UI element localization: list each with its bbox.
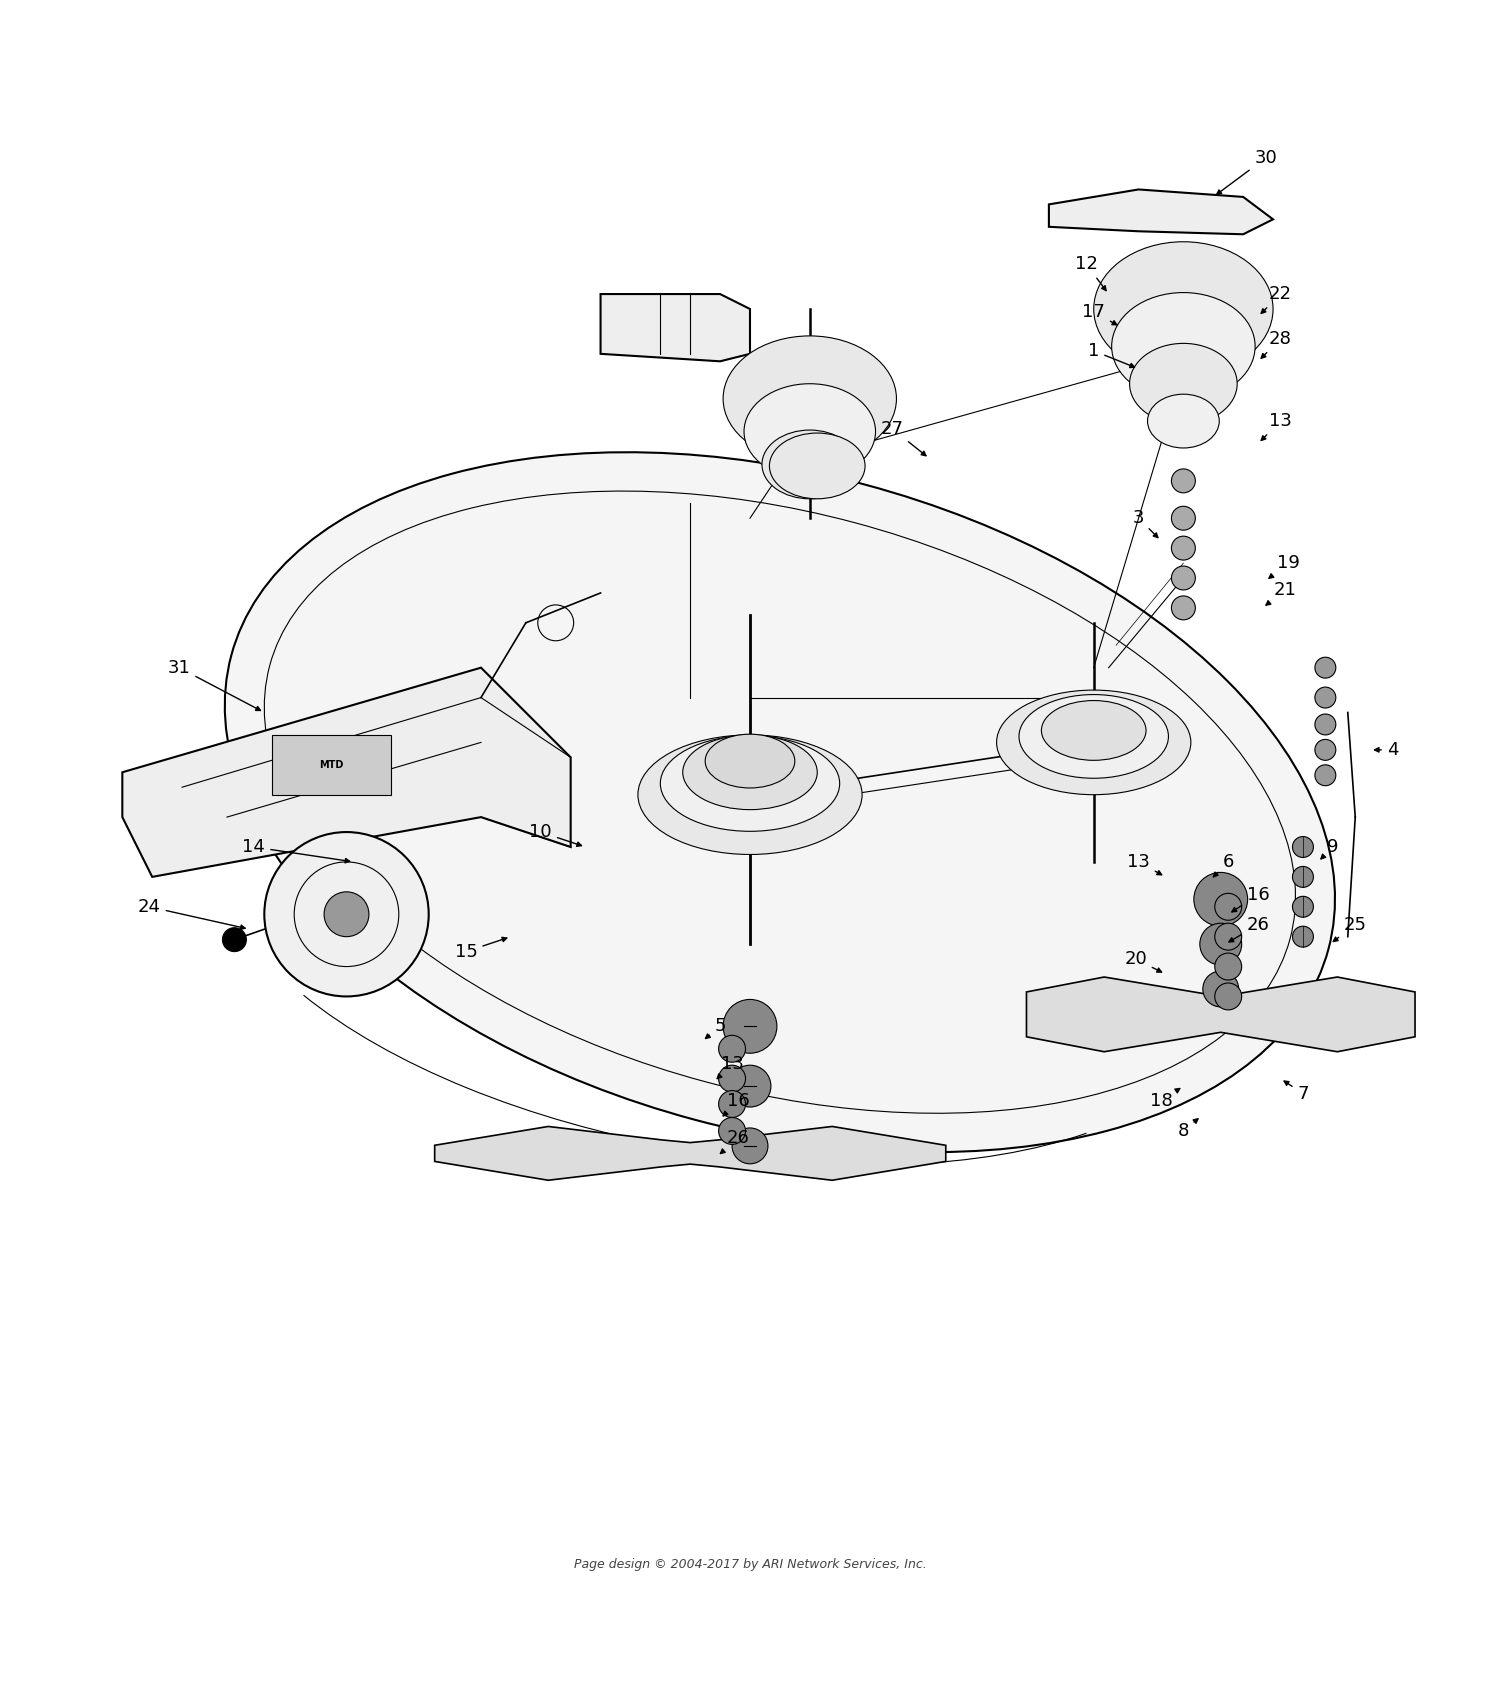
Ellipse shape	[1130, 344, 1238, 424]
Text: 4: 4	[1374, 740, 1398, 759]
Circle shape	[732, 1128, 768, 1164]
Text: 10: 10	[530, 823, 582, 847]
Circle shape	[1172, 507, 1196, 530]
Text: 30: 30	[1216, 149, 1276, 195]
Text: 5: 5	[705, 1018, 726, 1038]
Circle shape	[718, 1066, 746, 1093]
Circle shape	[723, 999, 777, 1054]
Circle shape	[1215, 893, 1242, 920]
Circle shape	[718, 1091, 746, 1118]
Circle shape	[1215, 954, 1242, 981]
Ellipse shape	[1148, 395, 1220, 447]
Text: 13: 13	[1126, 854, 1161, 874]
Text: 28: 28	[1262, 330, 1292, 357]
Text: 18: 18	[1149, 1089, 1180, 1110]
Circle shape	[264, 832, 429, 996]
Circle shape	[1293, 896, 1314, 916]
Circle shape	[1203, 971, 1239, 1006]
Text: 20: 20	[1124, 950, 1161, 972]
Circle shape	[1172, 596, 1196, 620]
Polygon shape	[1048, 190, 1274, 234]
Text: 15: 15	[454, 937, 507, 960]
Text: 17: 17	[1083, 303, 1118, 325]
Text: 7: 7	[1284, 1081, 1308, 1103]
Text: 9: 9	[1322, 839, 1338, 859]
Circle shape	[1316, 764, 1336, 786]
Text: 21: 21	[1266, 581, 1296, 605]
Circle shape	[1316, 713, 1336, 735]
Circle shape	[1316, 688, 1336, 708]
Circle shape	[729, 1066, 771, 1108]
Text: 31: 31	[168, 659, 261, 710]
Polygon shape	[123, 667, 570, 877]
Ellipse shape	[660, 735, 840, 832]
Text: MTD: MTD	[320, 761, 344, 769]
Polygon shape	[272, 735, 392, 794]
Text: 3: 3	[1132, 510, 1158, 537]
Text: 16: 16	[1232, 886, 1269, 911]
Ellipse shape	[638, 735, 862, 854]
Ellipse shape	[1019, 695, 1168, 778]
Circle shape	[1316, 657, 1336, 678]
Text: 6: 6	[1214, 854, 1234, 877]
Circle shape	[1293, 927, 1314, 947]
Circle shape	[1194, 872, 1248, 927]
Text: 13: 13	[1262, 412, 1292, 440]
Circle shape	[718, 1118, 746, 1145]
Ellipse shape	[682, 735, 818, 810]
Polygon shape	[435, 1127, 946, 1181]
Circle shape	[1316, 739, 1336, 761]
Circle shape	[1293, 866, 1314, 888]
Ellipse shape	[225, 452, 1335, 1152]
Text: 8: 8	[1178, 1118, 1198, 1140]
Polygon shape	[1026, 977, 1414, 1052]
Text: 26: 26	[1228, 916, 1269, 942]
Ellipse shape	[1112, 293, 1256, 400]
Ellipse shape	[705, 734, 795, 788]
Text: 26: 26	[720, 1130, 750, 1154]
Text: 14: 14	[243, 839, 350, 862]
Circle shape	[222, 928, 246, 952]
Ellipse shape	[996, 689, 1191, 794]
Text: 13: 13	[717, 1055, 744, 1079]
Circle shape	[1215, 923, 1242, 950]
Polygon shape	[600, 295, 750, 361]
Text: 24: 24	[138, 898, 244, 930]
Text: 27: 27	[880, 420, 926, 456]
Circle shape	[1200, 923, 1242, 966]
Circle shape	[1293, 837, 1314, 857]
Circle shape	[1172, 566, 1196, 590]
Text: 16: 16	[723, 1093, 750, 1116]
Circle shape	[1215, 983, 1242, 1010]
Text: 22: 22	[1262, 285, 1292, 313]
Text: ARI: ARI	[537, 710, 963, 925]
Text: Page design © 2004-2017 by ARI Network Services, Inc.: Page design © 2004-2017 by ARI Network S…	[573, 1558, 927, 1570]
Text: 12: 12	[1076, 256, 1106, 291]
Ellipse shape	[762, 430, 858, 498]
Circle shape	[324, 891, 369, 937]
Ellipse shape	[1041, 701, 1146, 761]
Ellipse shape	[770, 434, 865, 498]
Circle shape	[1172, 469, 1196, 493]
Text: 1: 1	[1088, 342, 1134, 368]
Text: 19: 19	[1269, 554, 1299, 578]
Circle shape	[718, 1035, 746, 1062]
Text: 25: 25	[1334, 916, 1366, 942]
Ellipse shape	[744, 385, 876, 479]
Ellipse shape	[1094, 242, 1274, 376]
Ellipse shape	[723, 335, 897, 461]
Circle shape	[1172, 537, 1196, 561]
